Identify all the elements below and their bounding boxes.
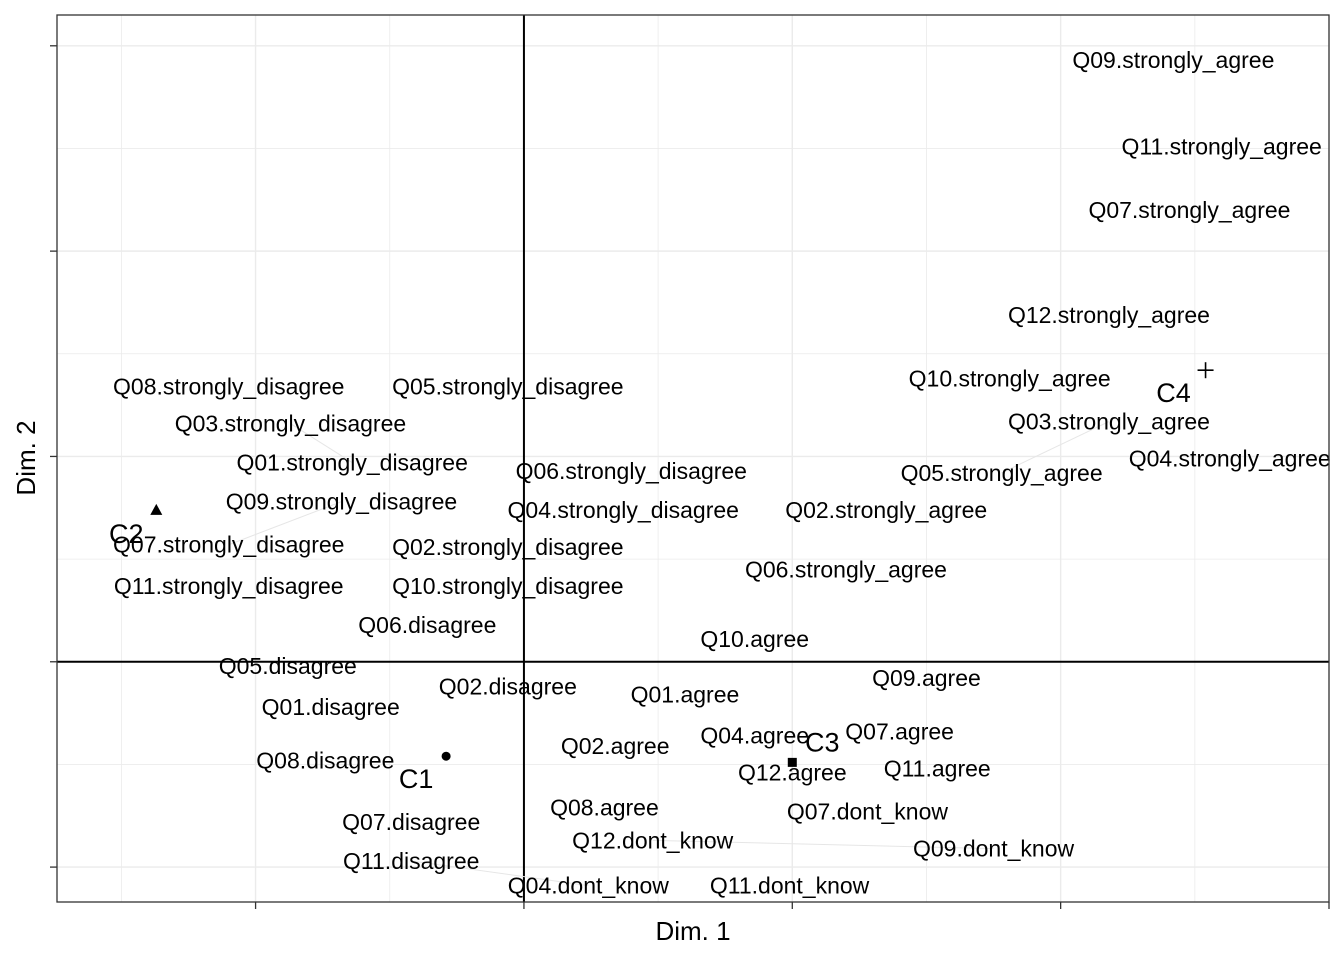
reference-lines [57,15,1329,902]
point-label: Q03.strongly_disagree [175,411,406,437]
point-label: Q11.disagree [343,848,479,874]
cluster-marker-square [787,757,797,767]
panel-border [56,14,1330,903]
point-label: Q09.dont_know [913,836,1075,862]
point-label: Q02.agree [561,733,670,759]
point-label: Q03.strongly_agree [1008,409,1210,435]
cluster-marker-plus [1197,362,1214,379]
cluster-label: C2 [109,519,144,549]
point-label: Q06.strongly_disagree [516,458,747,484]
point-label: Q10.agree [700,626,809,652]
point-label: Q02.strongly_disagree [392,534,623,560]
point-label: Q07.strongly_disagree [113,532,344,558]
point-label: Q07.disagree [342,809,480,835]
cluster-marker-triangle [150,503,163,515]
point-label: Q12.agree [738,760,847,786]
point-label: Q11.dont_know [710,873,870,899]
label-connector [652,839,994,850]
cluster-label: C4 [1156,378,1191,408]
point-label: Q01.agree [631,682,740,708]
point-label: Q05.strongly_agree [901,460,1103,486]
y-axis-label: Dim. 2 [11,420,41,495]
point-label: Q04.strongly_disagree [508,497,739,523]
point-label: Q11.strongly_disagree [114,573,344,599]
point-label: Q07.strongly_agree [1088,197,1290,223]
point-label: Q04.strongly_agree [1129,446,1331,472]
point-label: Q08.strongly_disagree [113,374,344,400]
axis-ticks [50,45,1330,909]
label-connectors [228,421,1110,887]
point-label: Q10.strongly_disagree [392,573,623,599]
point-label: Q06.disagree [358,612,496,638]
point-label: Q01.strongly_disagree [236,450,467,476]
point-label: Q08.disagree [256,747,394,773]
point-label: Q11.agree [884,756,991,782]
cluster-marks [150,362,1214,767]
point-label: Q05.strongly_disagree [392,374,623,400]
point-label: Q07.agree [845,719,954,745]
label-connector [290,423,353,464]
point-label: Q12.dont_know [572,827,734,853]
cluster-label: C1 [399,764,434,794]
point-label: Q12.strongly_agree [1008,302,1210,328]
plot-panel [57,15,1329,902]
label-connector [411,860,589,887]
point-label: Q04.agree [700,723,809,749]
point-label: Q09.agree [872,665,981,691]
point-labels: Q09.strongly_agree Q11.strongly_agree Q07.… [109,47,1331,898]
point-label: Q05.disagree [219,653,357,679]
point-label: Q04.dont_know [508,873,670,899]
point-label: Q08.agree [550,795,659,821]
point-label: Q02.strongly_agree [785,497,987,523]
point-label: Q10.strongly_agree [909,365,1111,391]
point-label: Q06.strongly_agree [745,556,947,582]
cluster-marker-circle [441,751,451,761]
x-axis-label: Dim. 1 [655,916,730,946]
point-label: Q01.disagree [262,694,400,720]
cluster-label: C3 [805,727,840,757]
label-connector [228,501,342,546]
point-label: Q02.disagree [439,673,577,699]
point-label: Q09.strongly_disagree [226,489,457,515]
label-connector [1001,421,1110,474]
point-label: Q11.strongly_agree [1122,133,1322,159]
point-label: Q09.strongly_agree [1072,47,1274,73]
point-label: Q07.dont_know [787,799,949,825]
